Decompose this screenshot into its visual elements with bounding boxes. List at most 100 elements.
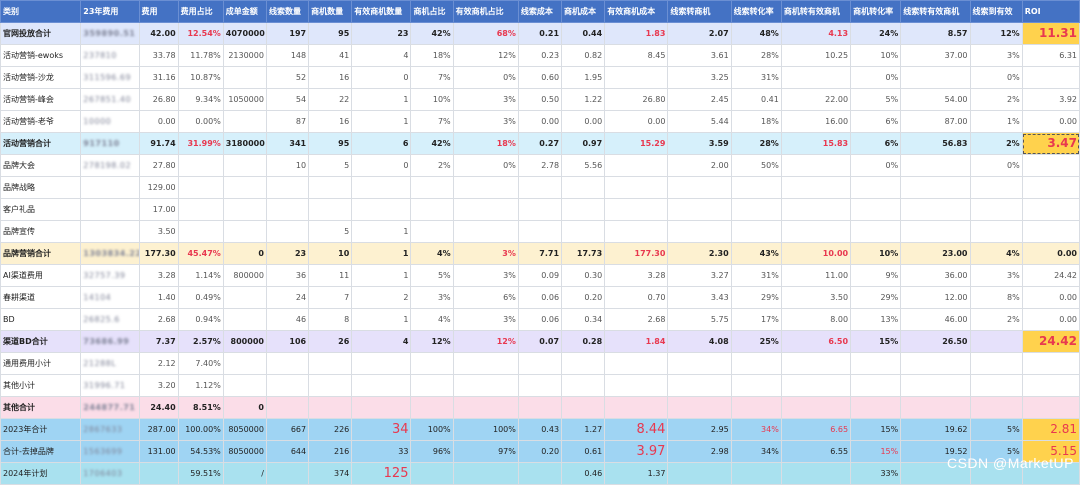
table-cell[interactable]: 6% [851, 133, 901, 155]
table-cell[interactable]: 1 [352, 265, 411, 287]
table-cell[interactable] [411, 353, 453, 375]
table-cell[interactable]: 0% [970, 155, 1022, 177]
table-cell[interactable]: 21288L [81, 353, 139, 375]
table-cell[interactable]: 5 [309, 221, 352, 243]
table-cell[interactable] [668, 177, 731, 199]
table-cell[interactable]: 1.12% [178, 375, 223, 397]
table-cell[interactable] [1022, 353, 1079, 375]
table-cell[interactable]: 95 [309, 133, 352, 155]
table-cell[interactable]: 197 [266, 23, 308, 45]
table-cell[interactable]: 12% [453, 331, 518, 353]
table-cell[interactable]: 800000 [223, 331, 266, 353]
table-cell[interactable]: 244877.71 [81, 397, 139, 419]
table-cell[interactable]: 287.00 [139, 419, 178, 441]
row-label-cell[interactable]: 品牌大会 [1, 155, 81, 177]
column-header[interactable]: 23年费用 [81, 1, 139, 23]
column-header[interactable]: 线索转有效商机 [901, 1, 970, 23]
table-cell[interactable] [518, 375, 561, 397]
table-cell[interactable] [781, 67, 850, 89]
table-cell[interactable]: 0.07 [518, 331, 561, 353]
table-cell[interactable]: 12% [453, 45, 518, 67]
table-cell[interactable] [781, 353, 850, 375]
table-cell[interactable]: 11.00 [781, 265, 850, 287]
table-cell[interactable]: / [223, 463, 266, 485]
row-label-cell[interactable]: 品牌营销合计 [1, 243, 81, 265]
table-cell[interactable]: 0.43 [518, 419, 561, 441]
table-cell[interactable]: 2% [970, 309, 1022, 331]
column-header[interactable]: 成单金额 [223, 1, 266, 23]
table-cell[interactable]: 2.30 [668, 243, 731, 265]
table-cell[interactable]: 12% [411, 331, 453, 353]
table-cell[interactable] [781, 463, 850, 485]
table-cell[interactable]: 0 [352, 67, 411, 89]
table-cell[interactable]: 13% [851, 309, 901, 331]
row-label-cell[interactable]: 春耕渠道 [1, 287, 81, 309]
column-header[interactable]: 线索转化率 [731, 1, 781, 23]
table-cell[interactable] [266, 463, 308, 485]
table-cell[interactable]: 177.30 [605, 243, 668, 265]
table-cell[interactable]: 106 [266, 331, 308, 353]
table-cell[interactable]: 0 [352, 155, 411, 177]
table-cell[interactable]: 10000 [81, 111, 139, 133]
table-cell[interactable]: 359890.51 [81, 23, 139, 45]
table-cell[interactable] [178, 221, 223, 243]
table-cell[interactable]: 0.44 [562, 23, 605, 45]
table-cell[interactable]: 0% [851, 67, 901, 89]
table-cell[interactable]: 26.50 [901, 331, 970, 353]
table-cell[interactable]: 5 [309, 155, 352, 177]
table-cell[interactable]: 4070000 [223, 23, 266, 45]
table-cell[interactable]: 0.20 [562, 287, 605, 309]
table-cell[interactable] [731, 353, 781, 375]
table-cell[interactable]: 25% [731, 331, 781, 353]
table-cell[interactable]: 0% [970, 67, 1022, 89]
table-cell[interactable]: 43% [731, 243, 781, 265]
table-cell[interactable]: 10.00 [781, 243, 850, 265]
table-cell[interactable]: 1 [352, 89, 411, 111]
table-cell[interactable] [518, 397, 561, 419]
table-cell[interactable]: 31% [731, 67, 781, 89]
table-cell[interactable] [139, 463, 178, 485]
table-cell[interactable]: 8.45 [605, 45, 668, 67]
table-cell[interactable]: 12% [970, 23, 1022, 45]
table-cell[interactable]: 18% [411, 45, 453, 67]
table-cell[interactable]: 7.71 [518, 243, 561, 265]
table-cell[interactable]: 7.37 [139, 331, 178, 353]
table-cell[interactable] [970, 199, 1022, 221]
table-cell[interactable] [309, 375, 352, 397]
table-cell[interactable] [970, 177, 1022, 199]
table-cell[interactable] [781, 375, 850, 397]
table-cell[interactable]: 0.00 [1022, 287, 1079, 309]
table-cell[interactable] [605, 67, 668, 89]
row-label-cell[interactable]: BD [1, 309, 81, 331]
table-cell[interactable]: 0% [851, 155, 901, 177]
table-cell[interactable]: 0.20 [518, 441, 561, 463]
table-cell[interactable]: 0.50 [518, 89, 561, 111]
table-cell[interactable]: 0.00 [139, 111, 178, 133]
table-cell[interactable]: 1.14% [178, 265, 223, 287]
table-cell[interactable]: 17% [731, 309, 781, 331]
table-cell[interactable] [970, 331, 1022, 353]
table-cell[interactable]: 8.44 [605, 419, 668, 441]
table-cell[interactable]: 0.46 [562, 463, 605, 485]
table-cell[interactable] [731, 199, 781, 221]
table-cell[interactable]: 22.00 [781, 89, 850, 111]
column-header[interactable]: 线索成本 [518, 1, 561, 23]
table-cell[interactable]: 3.43 [668, 287, 731, 309]
table-cell[interactable] [518, 177, 561, 199]
table-cell[interactable]: 28% [731, 133, 781, 155]
row-label-cell[interactable]: 活动营销合计 [1, 133, 81, 155]
table-cell[interactable] [266, 221, 308, 243]
table-cell[interactable]: 23 [352, 23, 411, 45]
table-cell[interactable] [453, 375, 518, 397]
table-cell[interactable]: 10.25 [781, 45, 850, 67]
row-label-cell[interactable]: 渠道BD合计 [1, 331, 81, 353]
row-label-cell[interactable]: 活动营销-ewoks [1, 45, 81, 67]
table-cell[interactable] [605, 177, 668, 199]
table-cell[interactable]: 10% [851, 45, 901, 67]
table-cell[interactable]: 15.29 [605, 133, 668, 155]
table-cell[interactable]: 374 [309, 463, 352, 485]
table-cell[interactable]: 4 [352, 331, 411, 353]
table-cell[interactable]: 4% [411, 243, 453, 265]
table-cell[interactable] [605, 155, 668, 177]
table-cell[interactable]: 26825.6 [81, 309, 139, 331]
